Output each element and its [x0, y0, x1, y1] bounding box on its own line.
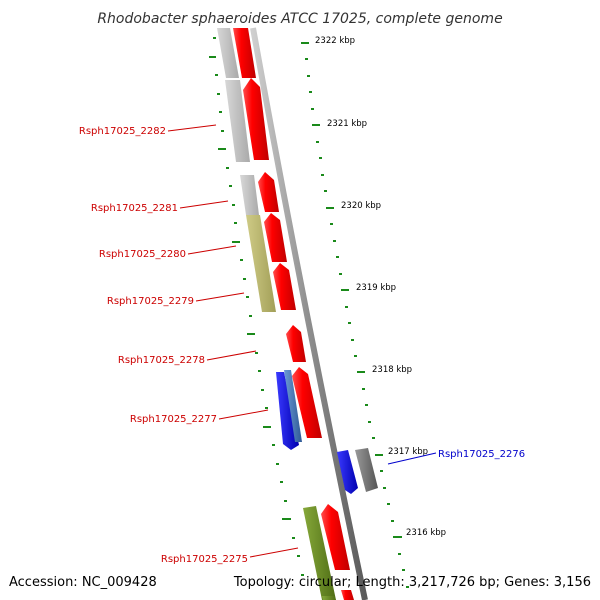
leader-2277: [218, 409, 269, 420]
genome-backbone: [250, 27, 368, 600]
leader-2282: [167, 124, 217, 132]
kbp-label-2321: 2321 kbp: [327, 119, 367, 129]
kbp-label-2322: 2322 kbp: [315, 36, 355, 46]
cds-red-2281: [258, 172, 279, 212]
cds-red-bottom: [341, 590, 354, 600]
annotation-track: [217, 28, 378, 600]
cds-gray-2281: [240, 175, 259, 215]
cds-blue-2276: [337, 450, 358, 494]
cds-red-2279: [273, 263, 296, 310]
gene-labels: Rsph17025_2282 Rsph17025_2281 Rsph17025_…: [79, 124, 525, 565]
kbp-label-2319: 2319 kbp: [356, 283, 396, 293]
gene-label-2276: Rsph17025_2276: [438, 449, 525, 460]
outer-tick-marks: [301, 42, 409, 588]
cds-red-1: [233, 28, 256, 78]
cds-red-2278: [286, 325, 306, 362]
cds-gray-top: [217, 28, 239, 78]
cds-dark-2276: [355, 448, 378, 492]
kbp-label-2318: 2318 kbp: [372, 365, 412, 375]
cds-red-2280: [264, 213, 287, 262]
cds-red-2275: [321, 504, 350, 570]
accession-text: Accession: NC_009428: [9, 575, 157, 590]
genome-summary-text: Topology: circular; Length: 3,217,726 bp…: [233, 575, 591, 590]
leader-2276: [387, 452, 437, 465]
kbp-label-2317: 2317 kbp: [388, 447, 428, 457]
cds-red-2277: [292, 367, 322, 438]
inner-tick-marks: [209, 37, 304, 576]
kbp-label-2316: 2316 kbp: [406, 528, 446, 538]
gene-label-2282: Rsph17025_2282: [79, 126, 166, 137]
leader-2280: [187, 245, 237, 255]
gene-label-2279: Rsph17025_2279: [107, 296, 194, 307]
cds-green-bottom: [322, 596, 336, 600]
gene-label-2278: Rsph17025_2278: [118, 355, 205, 366]
kbp-labels: 2322 kbp 2321 kbp 2320 kbp 2319 kbp 2318…: [315, 36, 446, 538]
cds-red-2282: [243, 78, 269, 160]
cds-gray-2282: [225, 80, 250, 162]
gene-label-2275: Rsph17025_2275: [161, 554, 248, 565]
cds-red-track: [233, 28, 354, 600]
leader-2278: [206, 350, 257, 361]
map-title: Rhodobacter sphaeroides ATCC 17025, comp…: [97, 11, 502, 27]
leader-2279: [195, 292, 245, 302]
kbp-label-2320: 2320 kbp: [341, 201, 381, 211]
cds-green-2275: [303, 506, 336, 600]
gene-label-2280: Rsph17025_2280: [99, 249, 186, 260]
cds-khaki-2280: [246, 215, 276, 312]
leader-2275: [249, 547, 299, 558]
gene-label-2277: Rsph17025_2277: [130, 414, 217, 425]
leader-2281: [179, 200, 229, 209]
cds-steel-2277: [284, 370, 302, 442]
gene-label-2281: Rsph17025_2281: [91, 203, 178, 214]
